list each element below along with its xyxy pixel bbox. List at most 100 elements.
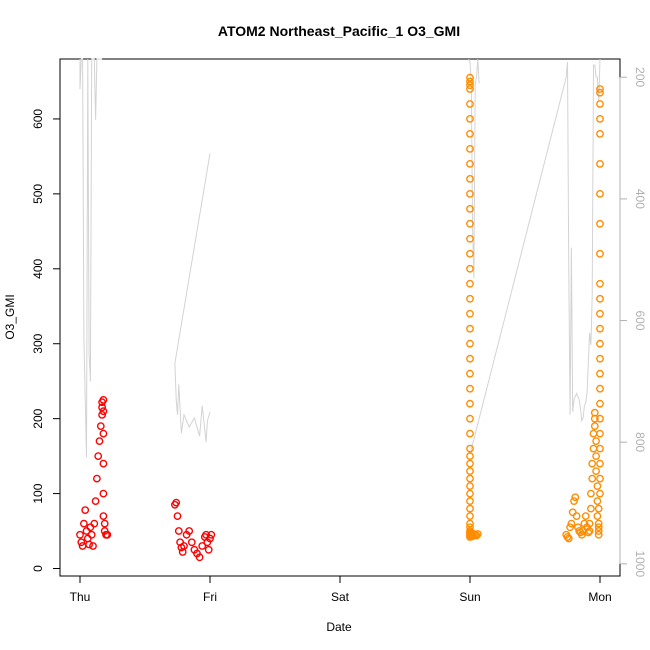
- data-point: [466, 85, 474, 93]
- data-point: [596, 474, 604, 483]
- plot-frame: [59, 58, 621, 577]
- background-line-segment: [468, 58, 480, 279]
- data-point: [593, 497, 602, 505]
- data-point: [585, 527, 594, 535]
- background-line-segment: [469, 58, 601, 455]
- data-point: [596, 339, 604, 348]
- data-point: [77, 538, 86, 547]
- data-point: [593, 482, 602, 490]
- data-point: [81, 506, 90, 514]
- y-tick-label: 400: [31, 258, 45, 278]
- data-point: [466, 519, 474, 528]
- data-point: [204, 545, 213, 554]
- series-layer: [76, 73, 604, 562]
- data-point: [206, 534, 214, 543]
- data-point: [589, 429, 598, 438]
- data-point: [466, 414, 474, 423]
- data-point: [99, 512, 108, 520]
- data-point: [173, 512, 182, 520]
- x-tick-label: Fri: [203, 590, 217, 604]
- data-point: [589, 444, 598, 453]
- data-point: [103, 530, 112, 539]
- y2-axis: 200 400 600 800 1000: [619, 67, 647, 577]
- data-point: [466, 204, 474, 213]
- data-point: [466, 234, 474, 243]
- data-point: [596, 459, 604, 468]
- series-1: [76, 395, 216, 562]
- data-point: [89, 542, 97, 550]
- data-point: [466, 219, 474, 228]
- data-point: [466, 73, 474, 82]
- data-point: [592, 437, 600, 445]
- y-axis-label: O3_GMI: [3, 294, 17, 339]
- x-tick-label: Thu: [70, 590, 91, 604]
- data-point: [466, 489, 474, 498]
- data-point: [99, 489, 108, 498]
- data-point: [85, 540, 94, 549]
- x-tick-label: Sat: [331, 590, 350, 604]
- data-point: [466, 512, 474, 520]
- data-point: [596, 85, 604, 93]
- y2-tick-label: 200: [633, 67, 647, 87]
- x-tick-label: Sun: [459, 590, 480, 604]
- data-point: [473, 530, 482, 538]
- data-point: [466, 467, 474, 475]
- data-point: [572, 512, 581, 520]
- data-point: [466, 452, 474, 460]
- data-point: [99, 407, 108, 416]
- data-point: [95, 437, 104, 445]
- data-point: [596, 100, 604, 108]
- data-point: [588, 474, 597, 483]
- data-point: [466, 100, 474, 108]
- data-point: [596, 489, 604, 498]
- data-point: [596, 354, 604, 363]
- data-point: [566, 523, 574, 532]
- data-point: [581, 512, 590, 520]
- data-point: [180, 542, 188, 550]
- data-point: [466, 144, 474, 153]
- data-point: [466, 497, 474, 505]
- data-point: [563, 533, 572, 541]
- y2-tick-label: 800: [633, 432, 647, 452]
- data-point: [596, 414, 604, 423]
- chart-title: ATOM2 Northeast_Pacific_1 O3_GMI: [218, 23, 460, 39]
- background-line-layer: [79, 58, 601, 458]
- data-point: [594, 519, 603, 528]
- data-point: [596, 294, 604, 303]
- data-point: [466, 115, 474, 123]
- y-tick-label: 200: [31, 408, 45, 428]
- y-axis: 0 100 200 300 400 500 600: [31, 109, 61, 572]
- data-point: [466, 429, 474, 438]
- data-point: [80, 519, 88, 528]
- y-tick-label: 600: [31, 109, 45, 129]
- data-point: [571, 493, 580, 502]
- data-point: [466, 354, 474, 363]
- data-point: [596, 399, 604, 408]
- data-point: [466, 399, 474, 408]
- data-point: [207, 530, 216, 539]
- data-point: [99, 429, 108, 438]
- data-point: [99, 459, 108, 468]
- data-point: [100, 519, 109, 528]
- data-point: [466, 189, 474, 198]
- data-point: [466, 459, 474, 468]
- data-point: [564, 534, 573, 543]
- data-point: [466, 384, 474, 393]
- data-point: [94, 452, 103, 460]
- data-point: [594, 527, 603, 535]
- data-point: [594, 504, 603, 513]
- data-point: [592, 452, 600, 460]
- data-point: [195, 553, 204, 562]
- data-point: [594, 530, 603, 539]
- data-point: [98, 410, 107, 419]
- data-point: [590, 422, 599, 430]
- data-point: [594, 523, 603, 532]
- data-point: [590, 408, 599, 417]
- y2-tick-label: 400: [633, 189, 647, 209]
- y-tick-label: 0: [31, 565, 45, 572]
- data-point: [585, 519, 594, 528]
- y-tick-label: 500: [31, 184, 45, 204]
- data-point: [174, 527, 183, 535]
- data-point: [466, 249, 474, 258]
- data-point: [568, 508, 577, 517]
